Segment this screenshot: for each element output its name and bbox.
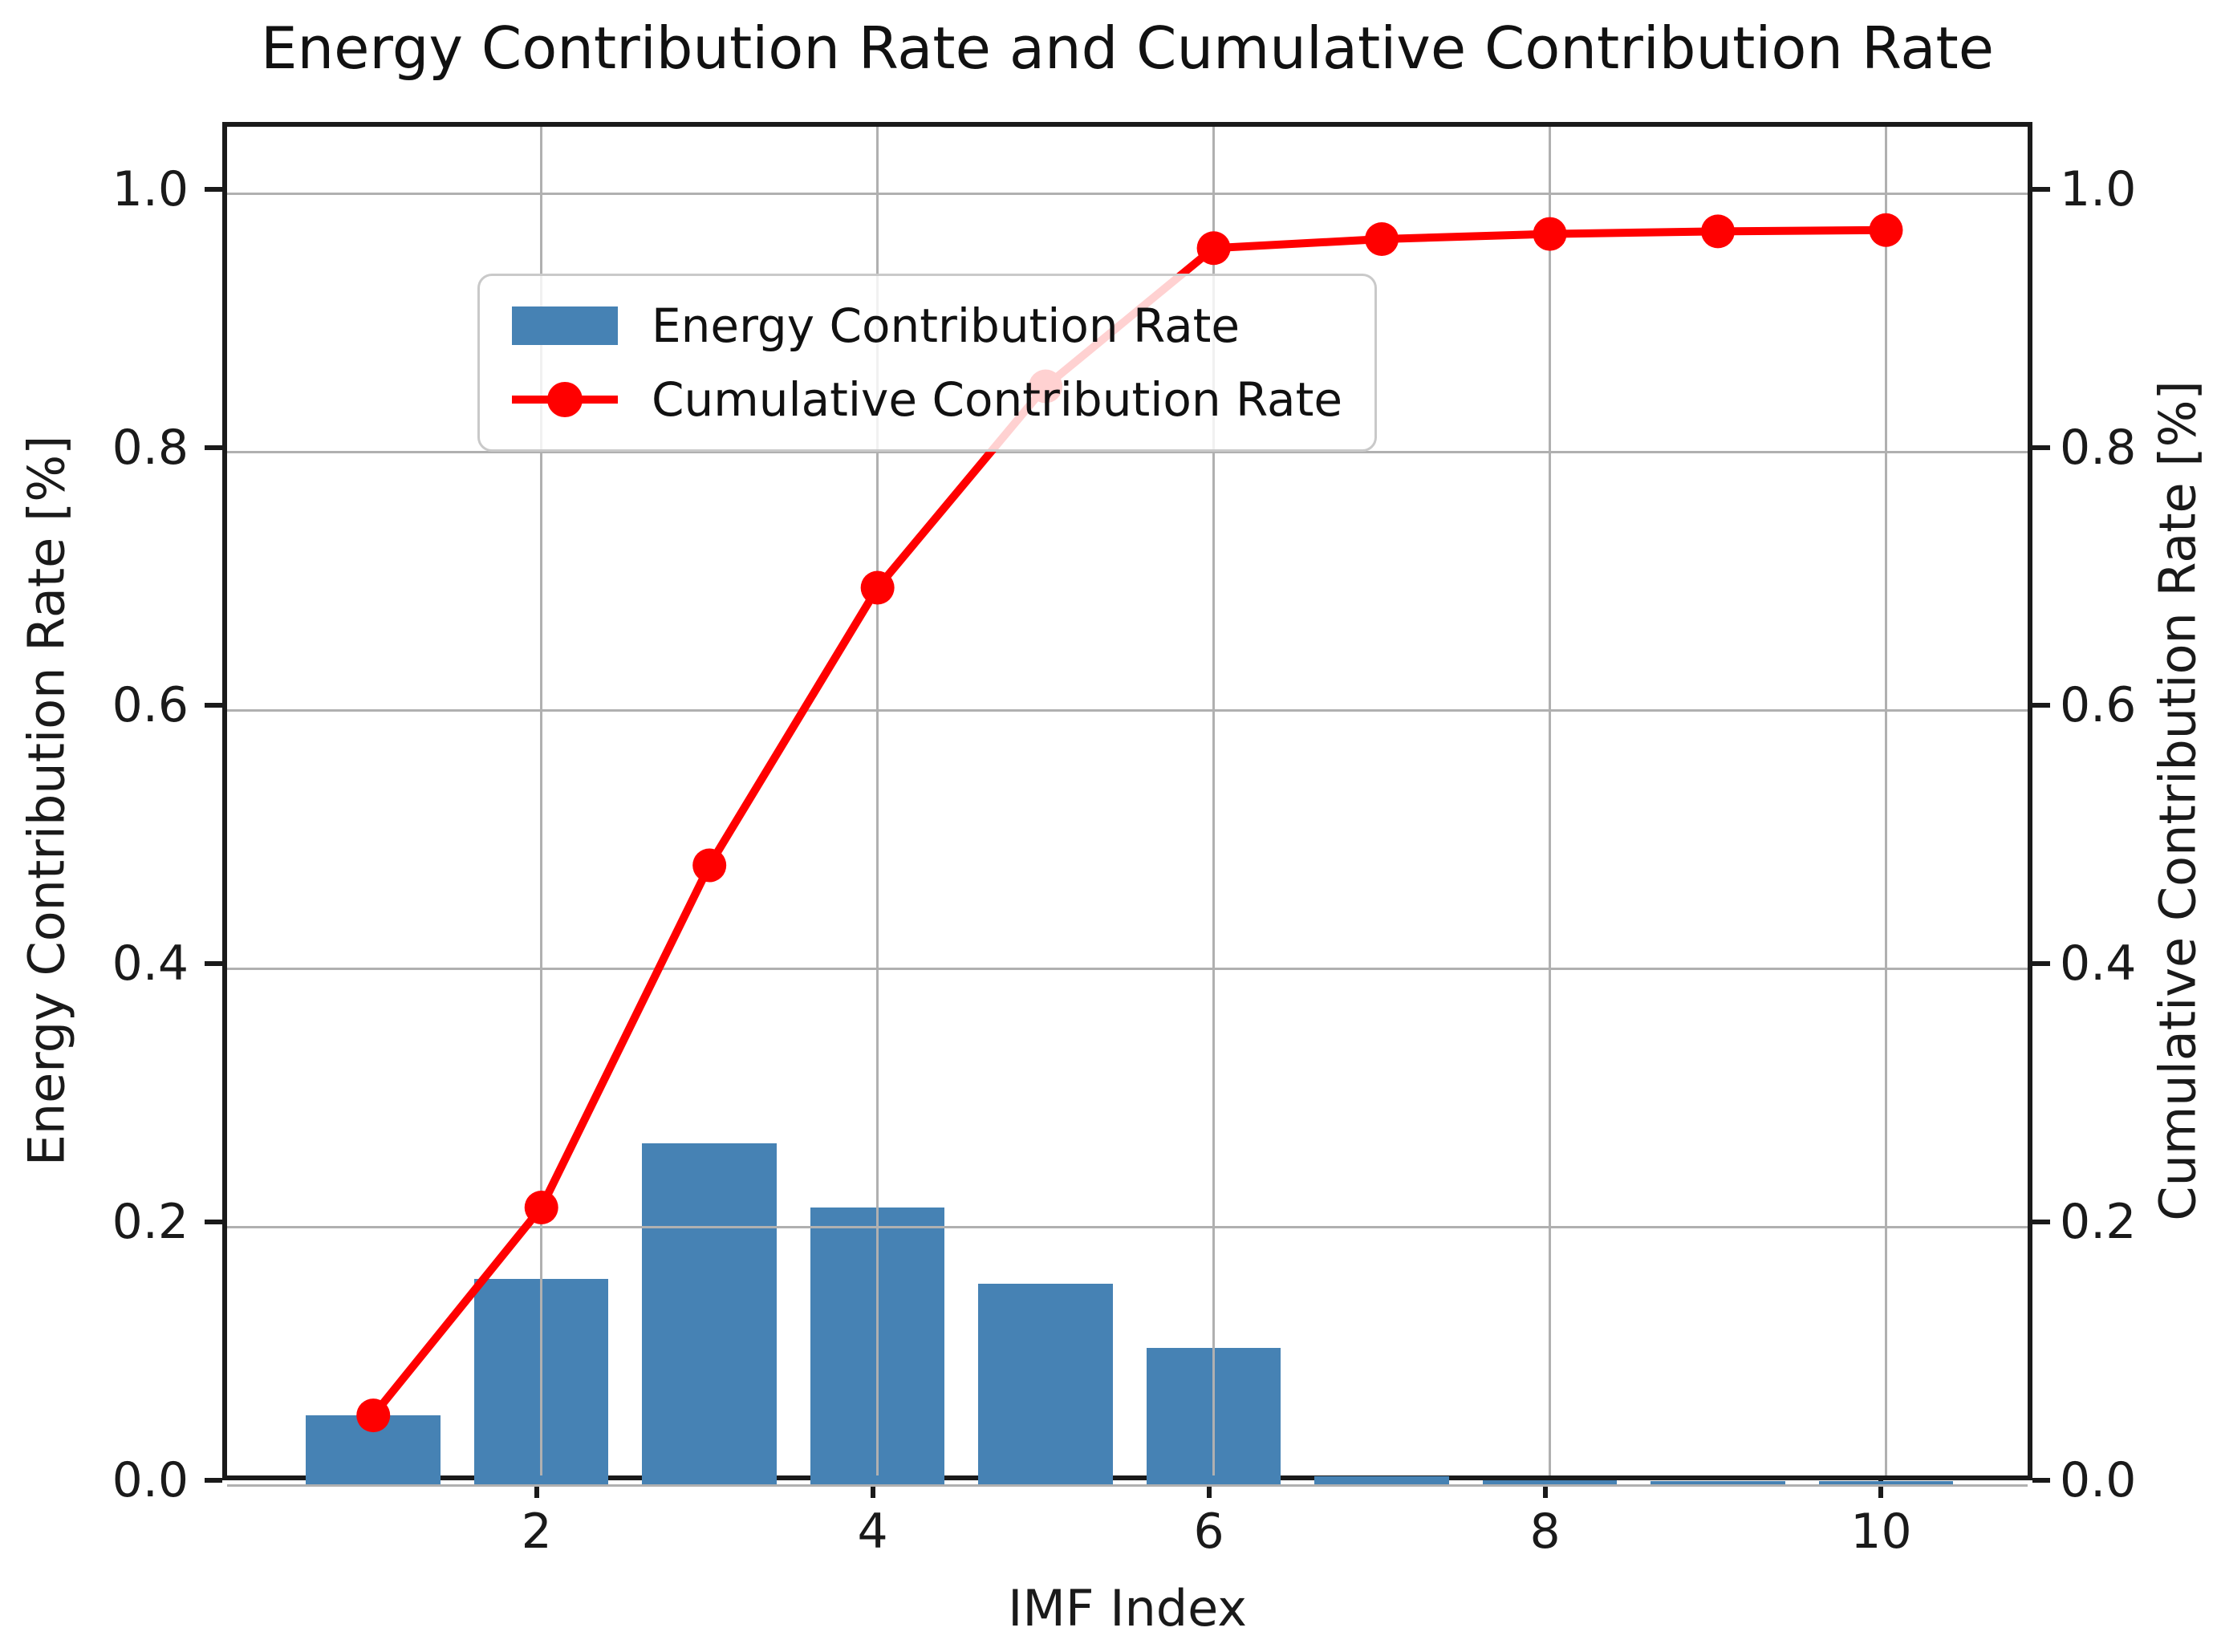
- y-tick-label-right-0.0: 0.0: [2060, 1452, 2137, 1508]
- x-tick-label-4: 4: [857, 1504, 888, 1560]
- cumulative-point-3: [692, 848, 727, 883]
- legend-row-energy: Energy Contribution Rate: [512, 300, 1342, 351]
- y-tick-left-0.0: [205, 1478, 222, 1483]
- y-tick-left-0.6: [205, 703, 222, 708]
- y-axis-label-left: Energy Contribution Rate [%]: [17, 435, 76, 1167]
- x-axis-label: IMF Index: [1008, 1579, 1247, 1638]
- y-tick-label-left-0.8: 0.8: [112, 419, 189, 476]
- bar-imf-3: [642, 1143, 777, 1485]
- y-tick-left-0.4: [205, 961, 222, 967]
- chart-title: Energy Contribution Rate and Cumulative …: [260, 14, 1995, 82]
- y-tick-left-1.0: [205, 186, 222, 192]
- legend-row-cumulative: Cumulative Contribution Rate: [512, 374, 1342, 425]
- y-tick-label-right-0.2: 0.2: [2060, 1194, 2137, 1251]
- y-tick-label-left-0.2: 0.2: [112, 1194, 189, 1251]
- x-tick-label-2: 2: [521, 1504, 552, 1560]
- cumulative-point-1: [356, 1398, 391, 1433]
- y-tick-right-0.6: [2032, 703, 2050, 708]
- y-tick-left-0.8: [205, 444, 222, 450]
- y-tick-right-0.4: [2032, 961, 2050, 967]
- bar-imf-5: [978, 1283, 1113, 1485]
- y-tick-label-left-0.0: 0.0: [112, 1452, 189, 1508]
- cumulative-point-9: [1701, 214, 1736, 249]
- legend-line-marker-icon: [512, 380, 618, 419]
- y-tick-label-right-1.0: 1.0: [2060, 160, 2137, 217]
- bar-imf-7: [1314, 1475, 1449, 1485]
- x-tick-10: [1878, 1480, 1884, 1498]
- bar-imf-8: [1482, 1479, 1618, 1485]
- cumulative-point-7: [1365, 222, 1399, 257]
- plot-area: Energy Contribution Rate Cumulative Cont…: [222, 122, 2032, 1487]
- y-tick-label-right-0.6: 0.6: [2060, 677, 2137, 734]
- bar-imf-10: [1818, 1481, 1954, 1485]
- legend-line-dot: [547, 382, 583, 417]
- y-tick-left-0.2: [205, 1220, 222, 1225]
- y-tick-label-right-0.8: 0.8: [2060, 419, 2137, 476]
- cumulative-point-10: [1869, 213, 1903, 247]
- y-tick-right-0.8: [2032, 444, 2050, 450]
- cumulative-point-6: [1196, 231, 1231, 266]
- legend: Energy Contribution Rate Cumulative Cont…: [477, 274, 1378, 452]
- legend-label-cumulative: Cumulative Contribution Rate: [652, 372, 1343, 427]
- legend-bar-swatch-icon: [512, 306, 618, 345]
- x-tick-label-8: 8: [1529, 1504, 1561, 1560]
- y-tick-label-left-0.6: 0.6: [112, 677, 189, 734]
- x-tick-8: [1542, 1480, 1548, 1498]
- cumulative-point-4: [860, 570, 895, 605]
- y-tick-right-1.0: [2032, 186, 2050, 192]
- y-tick-right-0.0: [2032, 1478, 2050, 1483]
- y-tick-label-left-1.0: 1.0: [112, 160, 189, 217]
- x-tick-6: [1206, 1480, 1212, 1498]
- x-tick-label-6: 6: [1193, 1504, 1224, 1560]
- bar-imf-9: [1651, 1481, 1785, 1485]
- x-tick-2: [534, 1480, 539, 1498]
- y-tick-right-0.2: [2032, 1220, 2050, 1225]
- y-axis-label-right: Cumulative Contribution Rate [%]: [2148, 380, 2207, 1221]
- y-tick-label-left-0.4: 0.4: [112, 936, 189, 992]
- cumulative-point-2: [524, 1190, 558, 1224]
- cumulative-point-8: [1533, 217, 1567, 251]
- legend-label-energy: Energy Contribution Rate: [652, 298, 1240, 353]
- y-tick-label-right-0.4: 0.4: [2060, 936, 2137, 992]
- x-tick-label-10: 10: [1850, 1504, 1912, 1560]
- x-tick-4: [870, 1480, 875, 1498]
